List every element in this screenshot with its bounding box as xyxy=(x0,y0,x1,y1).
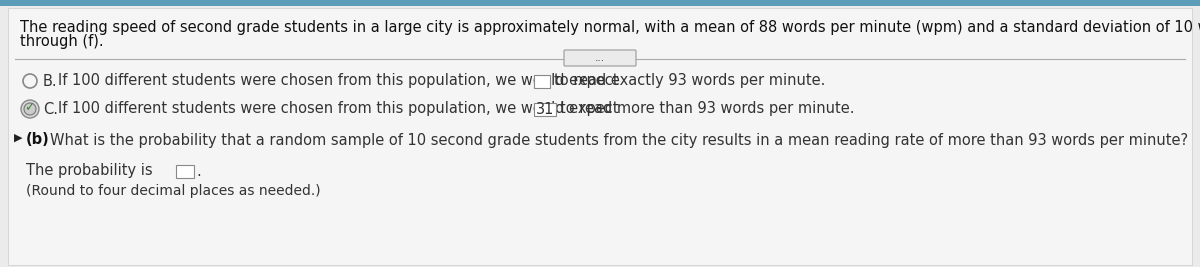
FancyBboxPatch shape xyxy=(0,0,1200,6)
Text: If 100 different students were chosen from this population, we would expect: If 100 different students were chosen fr… xyxy=(58,101,618,116)
Text: The reading speed of second grade students in a large city is approximately norm: The reading speed of second grade studen… xyxy=(20,20,1200,35)
Text: .: . xyxy=(196,163,200,179)
Circle shape xyxy=(24,103,36,115)
Text: through (f).: through (f). xyxy=(20,34,103,49)
Text: (b): (b) xyxy=(26,132,49,147)
Text: to read exactly 93 words per minute.: to read exactly 93 words per minute. xyxy=(554,73,826,88)
Text: ▶: ▶ xyxy=(14,133,23,143)
Text: (Round to four decimal places as needed.): (Round to four decimal places as needed.… xyxy=(26,184,320,198)
FancyBboxPatch shape xyxy=(534,75,550,88)
Text: B.: B. xyxy=(43,73,58,88)
FancyBboxPatch shape xyxy=(534,103,556,116)
Text: What is the probability that a random sample of 10 second grade students from th: What is the probability that a random sa… xyxy=(50,132,1188,147)
Text: The probability is: The probability is xyxy=(26,163,152,179)
Text: C.: C. xyxy=(43,101,58,116)
Circle shape xyxy=(22,100,38,118)
Text: ...: ... xyxy=(595,53,605,63)
Text: If 100 different students were chosen from this population, we would expect: If 100 different students were chosen fr… xyxy=(58,73,618,88)
FancyBboxPatch shape xyxy=(176,165,194,178)
FancyBboxPatch shape xyxy=(8,8,1192,265)
Text: ✓: ✓ xyxy=(24,101,35,115)
Text: 31: 31 xyxy=(536,101,554,116)
Text: to read more than 93 words per minute.: to read more than 93 words per minute. xyxy=(560,101,854,116)
FancyBboxPatch shape xyxy=(564,50,636,66)
